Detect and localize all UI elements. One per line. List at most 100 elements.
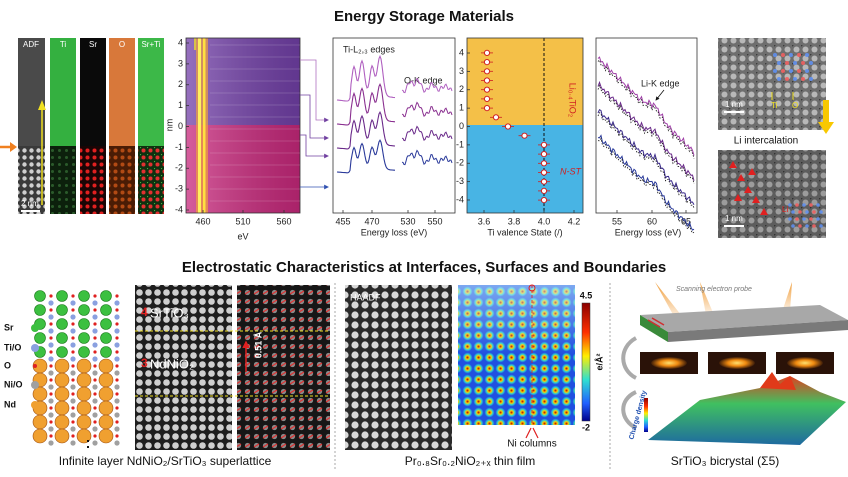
map-sr xyxy=(80,38,106,146)
atom xyxy=(32,428,48,444)
atom xyxy=(93,392,97,396)
o-spectrum xyxy=(401,77,453,94)
region-pristine xyxy=(467,125,583,213)
atom xyxy=(48,384,54,390)
atom xyxy=(70,398,76,404)
atom xyxy=(114,300,120,306)
y-tick-label: -1 xyxy=(175,142,183,152)
li-spectra-panel: Li-K edge Energy loss (eV) 55 60 65 xyxy=(595,37,698,237)
atom xyxy=(92,440,98,446)
atom-overlay xyxy=(781,53,785,57)
atom xyxy=(48,440,54,446)
li-marker xyxy=(734,194,742,201)
atom xyxy=(93,378,97,382)
thin-film-panel: HAADF Ni columns 4.5 -2 e/Å² Pr₀.₈Sr₀.₂N… xyxy=(345,284,604,468)
atom xyxy=(78,332,90,344)
li-fit xyxy=(597,84,695,184)
atom-overlay xyxy=(805,210,809,214)
atom xyxy=(49,322,53,326)
atom xyxy=(100,332,112,344)
li-fit xyxy=(597,137,695,234)
caption: Infinite layer NdNiO₂/SrTiO₃ superlattic… xyxy=(59,454,272,468)
atom xyxy=(70,384,76,390)
edge-arrow xyxy=(655,89,665,101)
atom xyxy=(49,420,53,424)
atom xyxy=(70,314,76,320)
li-spectrum xyxy=(597,108,695,205)
y-tick-label: -4 xyxy=(175,204,183,214)
x-axis-label: Energy loss (eV) xyxy=(361,227,428,237)
atom xyxy=(115,350,119,354)
atom xyxy=(93,308,97,312)
point xyxy=(483,49,491,57)
atom-overlay xyxy=(793,61,797,65)
atom xyxy=(93,434,97,438)
atom-overlay xyxy=(795,203,799,207)
layer-count: 4 xyxy=(141,305,148,319)
atom xyxy=(34,304,46,316)
x-tick-label: 550 xyxy=(427,216,442,226)
x-tick-label: 455 xyxy=(335,216,350,226)
atom-overlay xyxy=(791,210,795,214)
image-label: HAADF xyxy=(350,292,381,302)
probe-cone xyxy=(782,282,792,312)
atom xyxy=(92,300,98,306)
atom xyxy=(48,314,54,320)
atom xyxy=(92,314,98,320)
legend-label: Sr xyxy=(4,322,14,332)
atom-overlay xyxy=(812,224,816,228)
atom-overlay xyxy=(809,217,813,221)
x-axis-label: eV xyxy=(237,231,248,241)
atom xyxy=(115,308,119,312)
atom xyxy=(70,356,76,362)
x-tick-label: 3.8 xyxy=(508,216,521,226)
legend-swatch xyxy=(31,401,39,409)
atom-overlay xyxy=(802,203,806,207)
atom xyxy=(49,378,53,382)
atom xyxy=(34,290,46,302)
map-label: ADF xyxy=(23,40,39,49)
atom xyxy=(49,392,53,396)
atom-overlay xyxy=(819,210,823,214)
atom-overlay xyxy=(781,69,785,73)
atom-overlay xyxy=(797,69,801,73)
column-arrow xyxy=(525,427,539,439)
atom-overlay xyxy=(798,210,802,214)
y-tick-label: -3 xyxy=(175,184,183,194)
li-fit xyxy=(597,59,695,159)
tem-image xyxy=(718,150,826,238)
charge-surface xyxy=(648,376,846,445)
atom xyxy=(49,308,53,312)
atom xyxy=(76,428,92,444)
atom xyxy=(115,434,119,438)
atom xyxy=(93,406,97,410)
probe-label: Scanning electron probe xyxy=(676,286,752,293)
atom xyxy=(114,384,120,390)
point xyxy=(492,114,500,121)
atom-overlay xyxy=(805,53,809,57)
point xyxy=(540,160,548,167)
y-tick-label: -2 xyxy=(175,163,183,173)
bicrystal-panel: Scanning electron probe Charge density S… xyxy=(621,282,848,468)
atom xyxy=(70,328,76,334)
y-tick-label: 4 xyxy=(178,37,183,47)
atom xyxy=(92,328,98,334)
layer-name: SrTiO₃ xyxy=(150,305,189,320)
atom xyxy=(48,300,54,306)
atom xyxy=(49,294,53,298)
atom-overlay xyxy=(801,61,805,65)
atom xyxy=(114,398,120,404)
scale-label: 1 nm xyxy=(725,100,743,109)
point xyxy=(483,95,491,103)
atom-overlay xyxy=(805,69,809,73)
map-sr-lattice xyxy=(80,146,106,214)
atom xyxy=(71,294,75,298)
atom xyxy=(98,386,114,402)
atom xyxy=(114,356,120,362)
atom xyxy=(70,412,76,418)
point xyxy=(540,197,548,204)
atom-overlay xyxy=(777,77,781,81)
ti-spectrum xyxy=(336,139,395,174)
shift-label: 0.51 Å xyxy=(253,331,263,358)
map-label: Ti xyxy=(60,40,67,49)
